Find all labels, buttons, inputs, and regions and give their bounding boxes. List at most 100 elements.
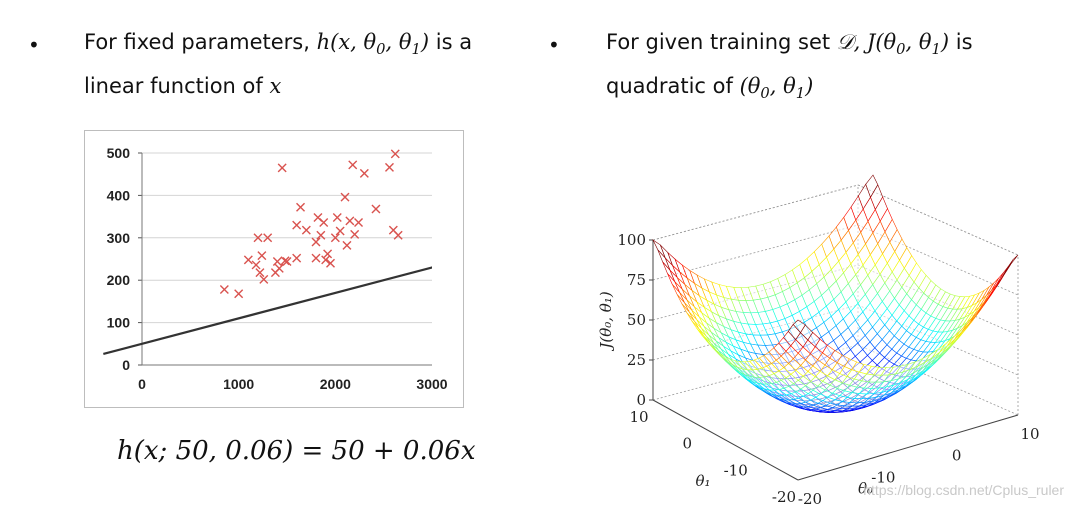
x-tick-label: 2000 [320,376,351,392]
x-tick-label: 0 [138,376,146,392]
right-bullet-line2: quadratic of [606,74,733,99]
formula-j-sub1: 1 [931,41,941,59]
regression-line [103,266,432,356]
theta-sub0: 0 [760,85,770,103]
x-tick-label: 3000 [416,376,447,392]
set-symbol: 𝒟 [836,30,854,54]
data-point [274,263,284,273]
right-bullet-prefix: For given training set [606,30,831,54]
data-point [345,216,355,226]
data-point [316,230,326,240]
data-point [319,218,329,228]
y-tick-label: 0 [122,357,130,373]
data-point [277,163,287,173]
theta0-tick-label: 0 [952,447,962,465]
formula-close: ) [420,30,430,54]
data-point [323,249,333,259]
data-point [311,253,321,263]
left-bullet-dot: • [28,33,40,57]
data-point [371,204,381,214]
formula-j-sub0: 0 [896,41,906,59]
theta-sub1: 1 [795,85,806,103]
data-point [272,257,282,267]
data-point [359,168,369,178]
left-bullet-var-x: x [269,74,282,99]
data-point [342,240,352,250]
data-point [219,285,229,295]
theta1-axis-label: θ₁ [696,472,711,490]
theta0-tick-label: 10 [1020,425,1039,443]
data-point [296,202,306,212]
theta-close: ) [805,74,814,99]
formula-h: h [316,30,331,54]
y-tick-label: 300 [107,230,131,246]
theta1-tick-label: -20 [772,488,796,506]
cost-surface [652,174,1019,413]
z-tick-label: 50 [627,311,646,329]
data-point [330,233,340,243]
z-tick-label: 0 [636,391,646,409]
theta-pair: (θ0, θ1) [739,74,814,102]
data-point [311,237,321,247]
formula-j-close: ) [940,30,950,54]
z-grid-line [652,184,859,241]
x-tick-label: 1000 [223,376,254,392]
theta1-tick-label: -10 [724,461,748,479]
theta-open: (θ [739,74,761,99]
data-point [390,149,400,159]
data-point [253,233,263,243]
data-point [332,212,342,222]
theta0-tick-label: -20 [798,490,822,508]
theta0-axis-label: θ₀ [858,480,873,498]
data-point [263,233,273,243]
right-bullet-dot: • [548,33,560,57]
left-bullet-mid: is a [435,30,473,54]
theta1-tick-label: 0 [683,435,693,453]
data-point [251,260,261,270]
surface-cell [792,319,806,334]
data-point [234,289,244,299]
scatter-plot: 0 100 200 300 400 500 0 1000 2000 3000 [103,145,448,392]
data-point [292,253,302,263]
scatter-plot-frame: 0 100 200 300 400 500 0 1000 2000 3000 [84,130,464,408]
data-point [384,162,394,172]
hypothesis-equation: h(x; 50, 0.06) = 50 + 0.06x [117,436,476,466]
right-bullet-mid: is [955,30,973,54]
z-grid-line [857,184,1019,256]
data-point [255,268,265,278]
left-bullet-prefix: For fixed parameters, [84,30,310,54]
z-tick-label: 100 [617,231,646,249]
theta1-axis [652,399,799,481]
left-bullet-formula: h(x, θ0, θ1) [316,30,430,58]
left-bullet-line2: linear function of [84,74,263,99]
data-point [280,256,290,266]
data-point [348,160,358,170]
y-tick-label: 400 [107,187,131,203]
data-point [321,255,331,265]
data-point [282,257,292,267]
data-point [354,218,364,228]
theta-sep: , θ [769,74,796,99]
data-point [393,230,403,240]
z-grid-line [652,224,859,281]
data-point [243,255,253,265]
formula-j: , J(θ [853,30,897,54]
formula-args: (x, θ [330,30,377,54]
right-bullet-formula: 𝒟, J(θ0, θ1) [836,30,950,58]
formula-sub0: 0 [376,41,386,59]
data-point [350,229,360,239]
y-tick-label: 100 [107,315,131,331]
theta0-axis [797,414,1019,481]
formula-comma: , θ [385,30,412,54]
data-point [257,251,267,261]
y-tick-label: 500 [107,145,131,161]
z-tick-label: 25 [627,351,646,369]
data-point [335,226,345,236]
z-tick-label: 75 [627,271,646,289]
formula-j-comma: , θ [905,30,932,54]
data-point [301,225,311,235]
theta0-tick-label: -10 [871,468,895,486]
y-tick-label: 200 [107,272,131,288]
watermark: https://blog.csdn.net/Cplus_ruler [863,482,1064,498]
